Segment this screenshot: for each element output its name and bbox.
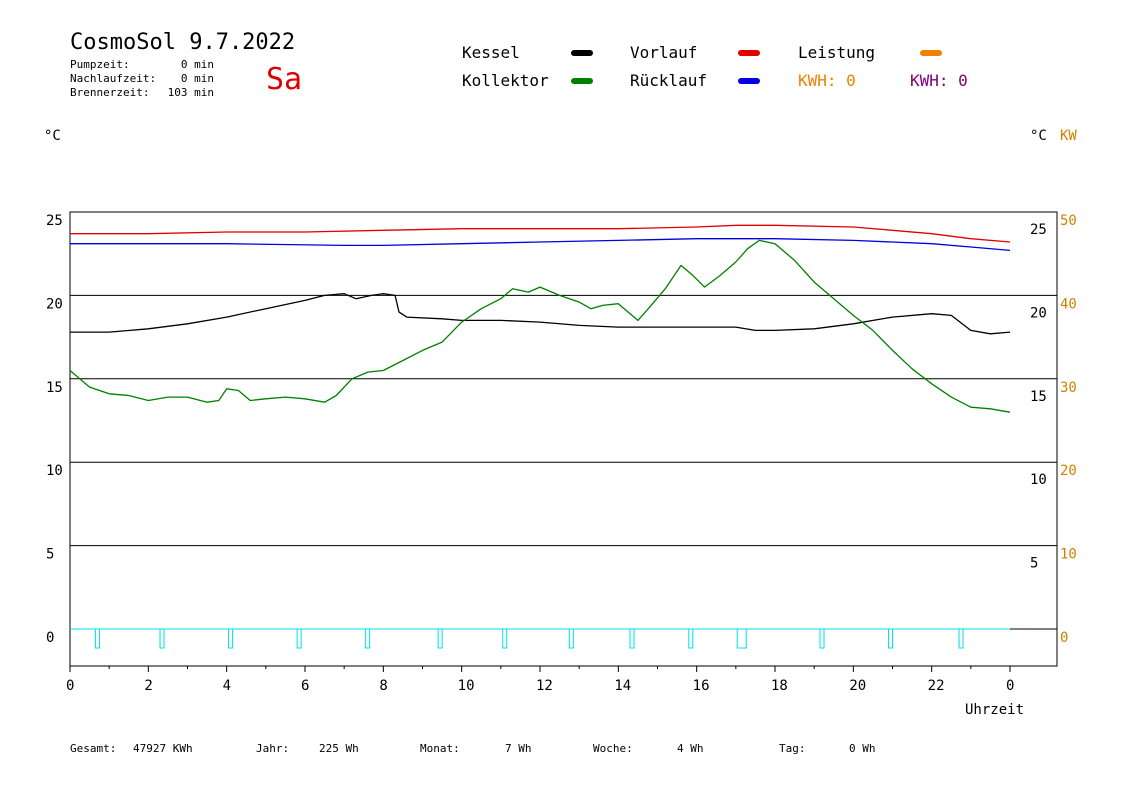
pump-pulse xyxy=(437,628,443,649)
pump-pulse xyxy=(228,628,234,649)
y-tick-left: 15 xyxy=(46,380,63,396)
x-tick-label: 12 xyxy=(536,678,553,694)
footer-monat-value: 7 Wh xyxy=(505,742,532,755)
pump-pulse xyxy=(688,628,694,649)
x-tick-label: 2 xyxy=(144,678,152,694)
x-tick-label: 6 xyxy=(301,678,309,694)
footer-tag-label: Tag: xyxy=(779,742,806,755)
stat-label: Brennerzeit: xyxy=(70,86,150,99)
x-tick-label: 20 xyxy=(849,678,866,694)
pump-pulse xyxy=(94,628,100,649)
y-tick-right-celsius: 15 xyxy=(1030,389,1047,405)
series-line-vorlauf xyxy=(70,224,1011,243)
weekday-label: Sa xyxy=(266,62,303,97)
unit-left-celsius: °C xyxy=(44,128,61,144)
stat-value: 0 min xyxy=(180,72,214,85)
pump-pulse xyxy=(629,628,635,649)
series-line-kollektor xyxy=(69,239,1011,413)
y-tick-labels: 0 5 10 15 20 25 5 10 15 20 25 0 10 20 30 40 50 xyxy=(46,213,1077,646)
footer-woche-value: 4 Wh xyxy=(677,742,704,755)
legend-leistung-label: Leistung xyxy=(798,43,876,62)
pump-pulse xyxy=(819,628,825,649)
x-tick-labels: 0 2 4 6 8 10 12 14 16 18 20 22 0 xyxy=(66,666,1014,694)
legend-kwh-second: KWH: 0 xyxy=(910,71,968,90)
y-tick-right-celsius: 10 xyxy=(1030,472,1047,488)
x-tick-label: 0 xyxy=(66,678,74,694)
unit-right-celsius: °C xyxy=(1030,128,1047,144)
x-axis-label: Uhrzeit xyxy=(965,702,1024,718)
x-tick-label: 18 xyxy=(771,678,788,694)
y-tick-right-kw: 50 xyxy=(1060,213,1077,229)
legend-ruecklauf-label: Rücklauf xyxy=(630,71,708,90)
pump-pulse xyxy=(888,628,894,649)
y-tick-right-kw: 0 xyxy=(1060,630,1068,646)
stat-label: Nachlaufzeit: xyxy=(70,72,157,85)
legend-kessel-swatch xyxy=(571,50,593,56)
stat-nachlaufzeit: Nachlaufzeit: 0 min xyxy=(70,72,214,85)
plot-frame xyxy=(69,211,1058,667)
legend-ruecklauf-swatch xyxy=(738,78,760,84)
grid-lines xyxy=(70,294,1057,630)
y-tick-right-celsius: 20 xyxy=(1030,305,1047,321)
pump-pulses xyxy=(70,628,1057,649)
footer-monat-label: Monat: xyxy=(420,742,460,755)
pump-pulse xyxy=(502,628,508,649)
stat-value: 103 min xyxy=(167,86,214,99)
legend-leistung-swatch xyxy=(920,50,942,56)
series-line-ruecklauf xyxy=(70,238,1011,252)
x-tick-label: 0 xyxy=(1006,678,1014,694)
pump-pulse xyxy=(159,628,165,649)
pump-pulse xyxy=(736,628,747,649)
y-tick-left: 25 xyxy=(46,213,63,229)
footer-woche-label: Woche: xyxy=(593,742,633,755)
footer-jahr-label: Jahr: xyxy=(256,742,290,755)
pump-pulse xyxy=(296,628,302,649)
y-tick-right-kw: 20 xyxy=(1060,463,1077,479)
x-tick-label: 16 xyxy=(693,678,710,694)
stat-label: Pumpzeit: xyxy=(70,58,130,71)
y-tick-left: 0 xyxy=(46,630,54,646)
stat-pumpzeit: Pumpzeit: 0 min xyxy=(70,58,214,71)
legend-vorlauf-label: Vorlauf xyxy=(630,43,698,62)
series-line-kessel xyxy=(70,293,1011,335)
y-tick-right-kw: 10 xyxy=(1060,547,1077,563)
footer-gesamt-label: Gesamt: xyxy=(70,742,117,755)
x-tick-label: 4 xyxy=(223,678,231,694)
x-tick-label: 22 xyxy=(928,678,945,694)
y-tick-left: 20 xyxy=(46,296,63,312)
pump-pulse xyxy=(365,628,371,649)
legend-kwh-leistung: KWH: 0 xyxy=(798,71,856,90)
y-tick-right-kw: 30 xyxy=(1060,380,1077,396)
footer-jahr-value: 225 Wh xyxy=(319,742,359,755)
footer-gesamt-value: 47927 KWh xyxy=(133,742,193,755)
x-tick-label: 10 xyxy=(458,678,475,694)
footer-tag-value: 0 Wh xyxy=(849,742,876,755)
stat-value: 0 min xyxy=(180,58,214,71)
pump-pulse xyxy=(958,628,964,649)
x-tick-label: 8 xyxy=(379,678,387,694)
legend-kessel-label: Kessel xyxy=(462,43,520,62)
series-lines xyxy=(69,224,1011,413)
chart-title: CosmoSol 9.7.2022 xyxy=(70,30,296,55)
legend-vorlauf-swatch xyxy=(738,50,760,56)
x-tick-label: 14 xyxy=(614,678,631,694)
legend-kollektor-label: Kollektor xyxy=(462,71,549,90)
y-tick-left: 10 xyxy=(46,463,63,479)
y-tick-right-celsius: 5 xyxy=(1030,556,1038,572)
y-tick-right-celsius: 25 xyxy=(1030,222,1047,238)
legend-kollektor-swatch xyxy=(571,78,593,84)
unit-right-kw: KW xyxy=(1060,128,1077,144)
y-tick-right-kw: 40 xyxy=(1060,296,1077,312)
y-tick-left: 5 xyxy=(46,547,54,563)
stat-brennerzeit: Brennerzeit: 103 min xyxy=(70,86,214,99)
pump-pulse xyxy=(568,628,574,649)
